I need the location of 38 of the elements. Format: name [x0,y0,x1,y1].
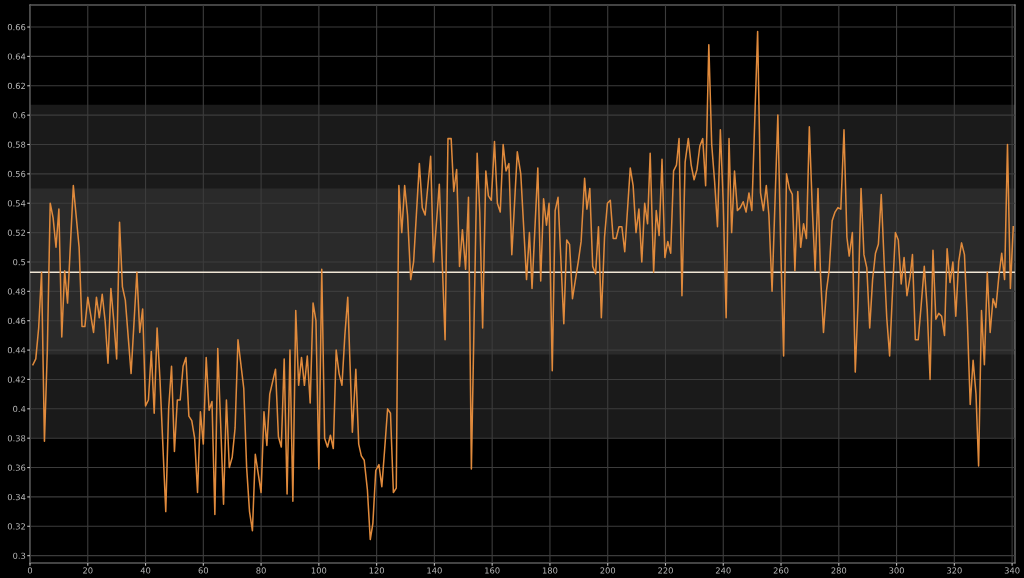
y-tick-label: 0.52 [7,229,25,236]
y-tick-label: 0.4 [13,405,26,413]
y-tick-label: 0.34 [7,493,26,501]
y-tick-label: 0.36 [7,464,26,471]
x-tick-label: 340 [1004,567,1020,574]
x-tick-label: 220 [658,567,673,574]
x-tick-label: 60 [198,567,209,574]
x-tick-label: 240 [715,567,731,574]
y-tick-label: 0.6 [13,112,26,119]
x-tick-label: 0 [27,567,33,574]
line-series [32,30,1015,541]
y-tick-label: 0.44 [7,347,26,354]
x-tick-label: 40 [140,567,151,574]
x-tick-label: 140 [427,567,442,574]
x-tick-label: 20 [83,567,93,574]
y-tick-label: 0.54 [7,200,26,207]
x-tick-label: 300 [889,567,904,574]
x-tick-label: 180 [542,567,558,574]
y-tick-label: 0.46 [7,317,26,324]
y-tick-label: 0.5 [13,258,26,266]
x-tick-label: 200 [600,567,616,574]
y-tick-label: 0.3 [13,552,26,559]
x-tick-label: 160 [485,567,500,574]
y-tick-label: 0.66 [7,24,26,31]
y-tick-label: 0.58 [7,141,26,148]
y-tick-label: 0.56 [7,170,26,178]
y-tick-label: 0.32 [7,523,25,530]
y-tick-label: 0.48 [7,288,26,295]
x-tick-label: 260 [773,567,789,574]
y-tick-label: 0.42 [7,376,25,383]
x-tick-label: 320 [947,567,962,574]
x-tick-label: 100 [311,567,327,574]
y-tick-label: 0.64 [7,53,26,60]
x-tick-label: 80 [256,567,266,574]
y-tick-label: 0.62 [7,82,25,90]
x-tick-label: 120 [369,567,385,574]
x-tick-label: 280 [831,567,847,574]
y-tick-label: 0.38 [7,435,26,442]
